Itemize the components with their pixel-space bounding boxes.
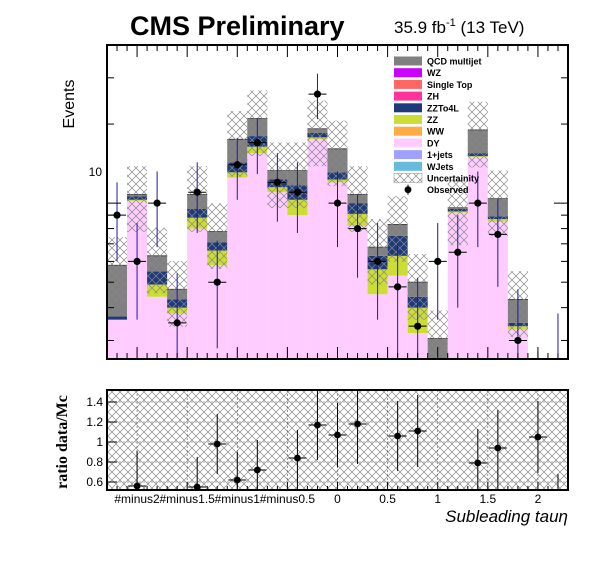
observed-point	[294, 189, 301, 196]
xtick-label: 1.5	[479, 492, 496, 506]
legend-zzto4l-swatch	[394, 103, 422, 112]
observed-point	[494, 231, 501, 238]
stack-bar-zzto4l	[107, 317, 127, 320]
xtick-label: #minus1	[215, 492, 261, 506]
legend-wjets-label: WJets	[427, 162, 454, 172]
legend-1-jets-swatch	[394, 150, 422, 159]
ratio-panel: 1.4 1.2 1 0.8 0.6 #minus2 #minus1.5 #minus1 #min…	[54, 390, 568, 506]
legend-qcd-multijet-label: QCD multijet	[427, 57, 482, 67]
observed-point	[274, 179, 281, 186]
stack-bar-dy	[287, 215, 307, 359]
ratio-point	[254, 467, 261, 474]
legend-zz-label: ZZ	[427, 115, 438, 125]
ratio-point	[474, 460, 481, 467]
uncertainty-box	[127, 166, 147, 232]
ratio-point	[334, 432, 341, 439]
observed-point	[334, 200, 341, 207]
ratio-point	[314, 422, 321, 429]
lumi-sup: -1	[446, 17, 456, 29]
legend-observed-label: Observed	[427, 185, 469, 195]
x-axis-label: Subleading tauη	[445, 507, 568, 526]
observed-point	[214, 279, 221, 286]
observed-point	[234, 161, 241, 168]
observed-point	[414, 323, 421, 330]
legend-observed-marker	[405, 186, 412, 193]
ytick-label-10: 10	[89, 165, 103, 179]
legend-dy-label: DY	[427, 138, 440, 148]
stack-bar-dy	[227, 178, 247, 359]
observed-point	[454, 249, 461, 256]
ratio-point	[294, 455, 301, 462]
xtick-label: #minus0.5	[260, 492, 316, 506]
observed-point	[394, 283, 401, 290]
legend-zh-swatch	[394, 92, 422, 101]
observed-point	[133, 258, 140, 265]
stack-bar-dy	[147, 297, 167, 359]
legend-zzto4l-label: ZZTo4L	[427, 103, 459, 113]
legend-wz-label: WZ	[427, 68, 441, 78]
legend-single-top-swatch	[394, 80, 422, 89]
legend-uncertainity-label: Uncertainity	[427, 174, 479, 184]
main-ylabel: Events	[61, 80, 78, 129]
legend-dy-swatch	[394, 138, 422, 147]
lumi-tail: (13 TeV)	[456, 18, 525, 37]
ratio-point	[214, 441, 221, 448]
ratio-ytick-label: 1.2	[86, 415, 103, 429]
observed-point	[254, 139, 261, 146]
xtick-label: #minus1.5	[159, 492, 215, 506]
xtick-label: 0.5	[379, 492, 396, 506]
legend-1-jets-label: 1+jets	[427, 150, 453, 160]
legend-ww-swatch	[394, 127, 422, 136]
observed-point	[154, 200, 161, 207]
legend-uncertainity-swatch	[394, 174, 422, 183]
legend-wz-swatch	[394, 68, 422, 77]
observed-point	[354, 225, 361, 232]
legend-single-top-label: Single Top	[427, 80, 473, 90]
uncertainty-box	[468, 102, 488, 168]
legend-ww-label: WW	[427, 127, 444, 137]
observed-point	[434, 258, 441, 265]
ratio-ytick-label: 1	[96, 435, 103, 449]
observed-point	[314, 91, 321, 98]
legend-wjets-swatch	[394, 162, 422, 171]
observed-point	[374, 258, 381, 265]
ratio-ylabel: ratio data/Mc	[54, 395, 71, 489]
ratio-ytick-label: 0.8	[86, 455, 103, 469]
xtick-label: 0	[334, 492, 341, 506]
stack-bar-dy	[187, 229, 207, 359]
ratio-point	[394, 433, 401, 440]
lumi-label: 35.9 fb-1 (13 TeV)	[394, 17, 524, 37]
xtick-label: #minus2	[114, 492, 160, 506]
ratio-ytick-label: 1.4	[86, 395, 103, 409]
xtick-label: 2	[535, 492, 542, 506]
ratio-point	[535, 434, 542, 441]
observed-point	[113, 212, 120, 219]
plot-title: CMS Preliminary	[130, 11, 345, 41]
observed-point	[514, 337, 521, 344]
ratio-point	[494, 445, 501, 452]
legend-qcd-multijet-swatch	[394, 57, 422, 66]
stack-bar-dy	[307, 139, 327, 359]
observed-point	[174, 319, 181, 326]
ratio-point	[414, 428, 421, 435]
ratio-point	[354, 421, 361, 428]
xtick-label: 1	[434, 492, 441, 506]
ratio-ytick-label: 0.6	[86, 475, 103, 489]
legend-zz-swatch	[394, 115, 422, 124]
observed-point	[474, 200, 481, 207]
stack-bar-dy	[247, 153, 267, 359]
legend-zh-label: ZH	[427, 92, 439, 102]
lumi-main: 35.9 fb	[394, 18, 446, 37]
observed-point	[194, 189, 201, 196]
